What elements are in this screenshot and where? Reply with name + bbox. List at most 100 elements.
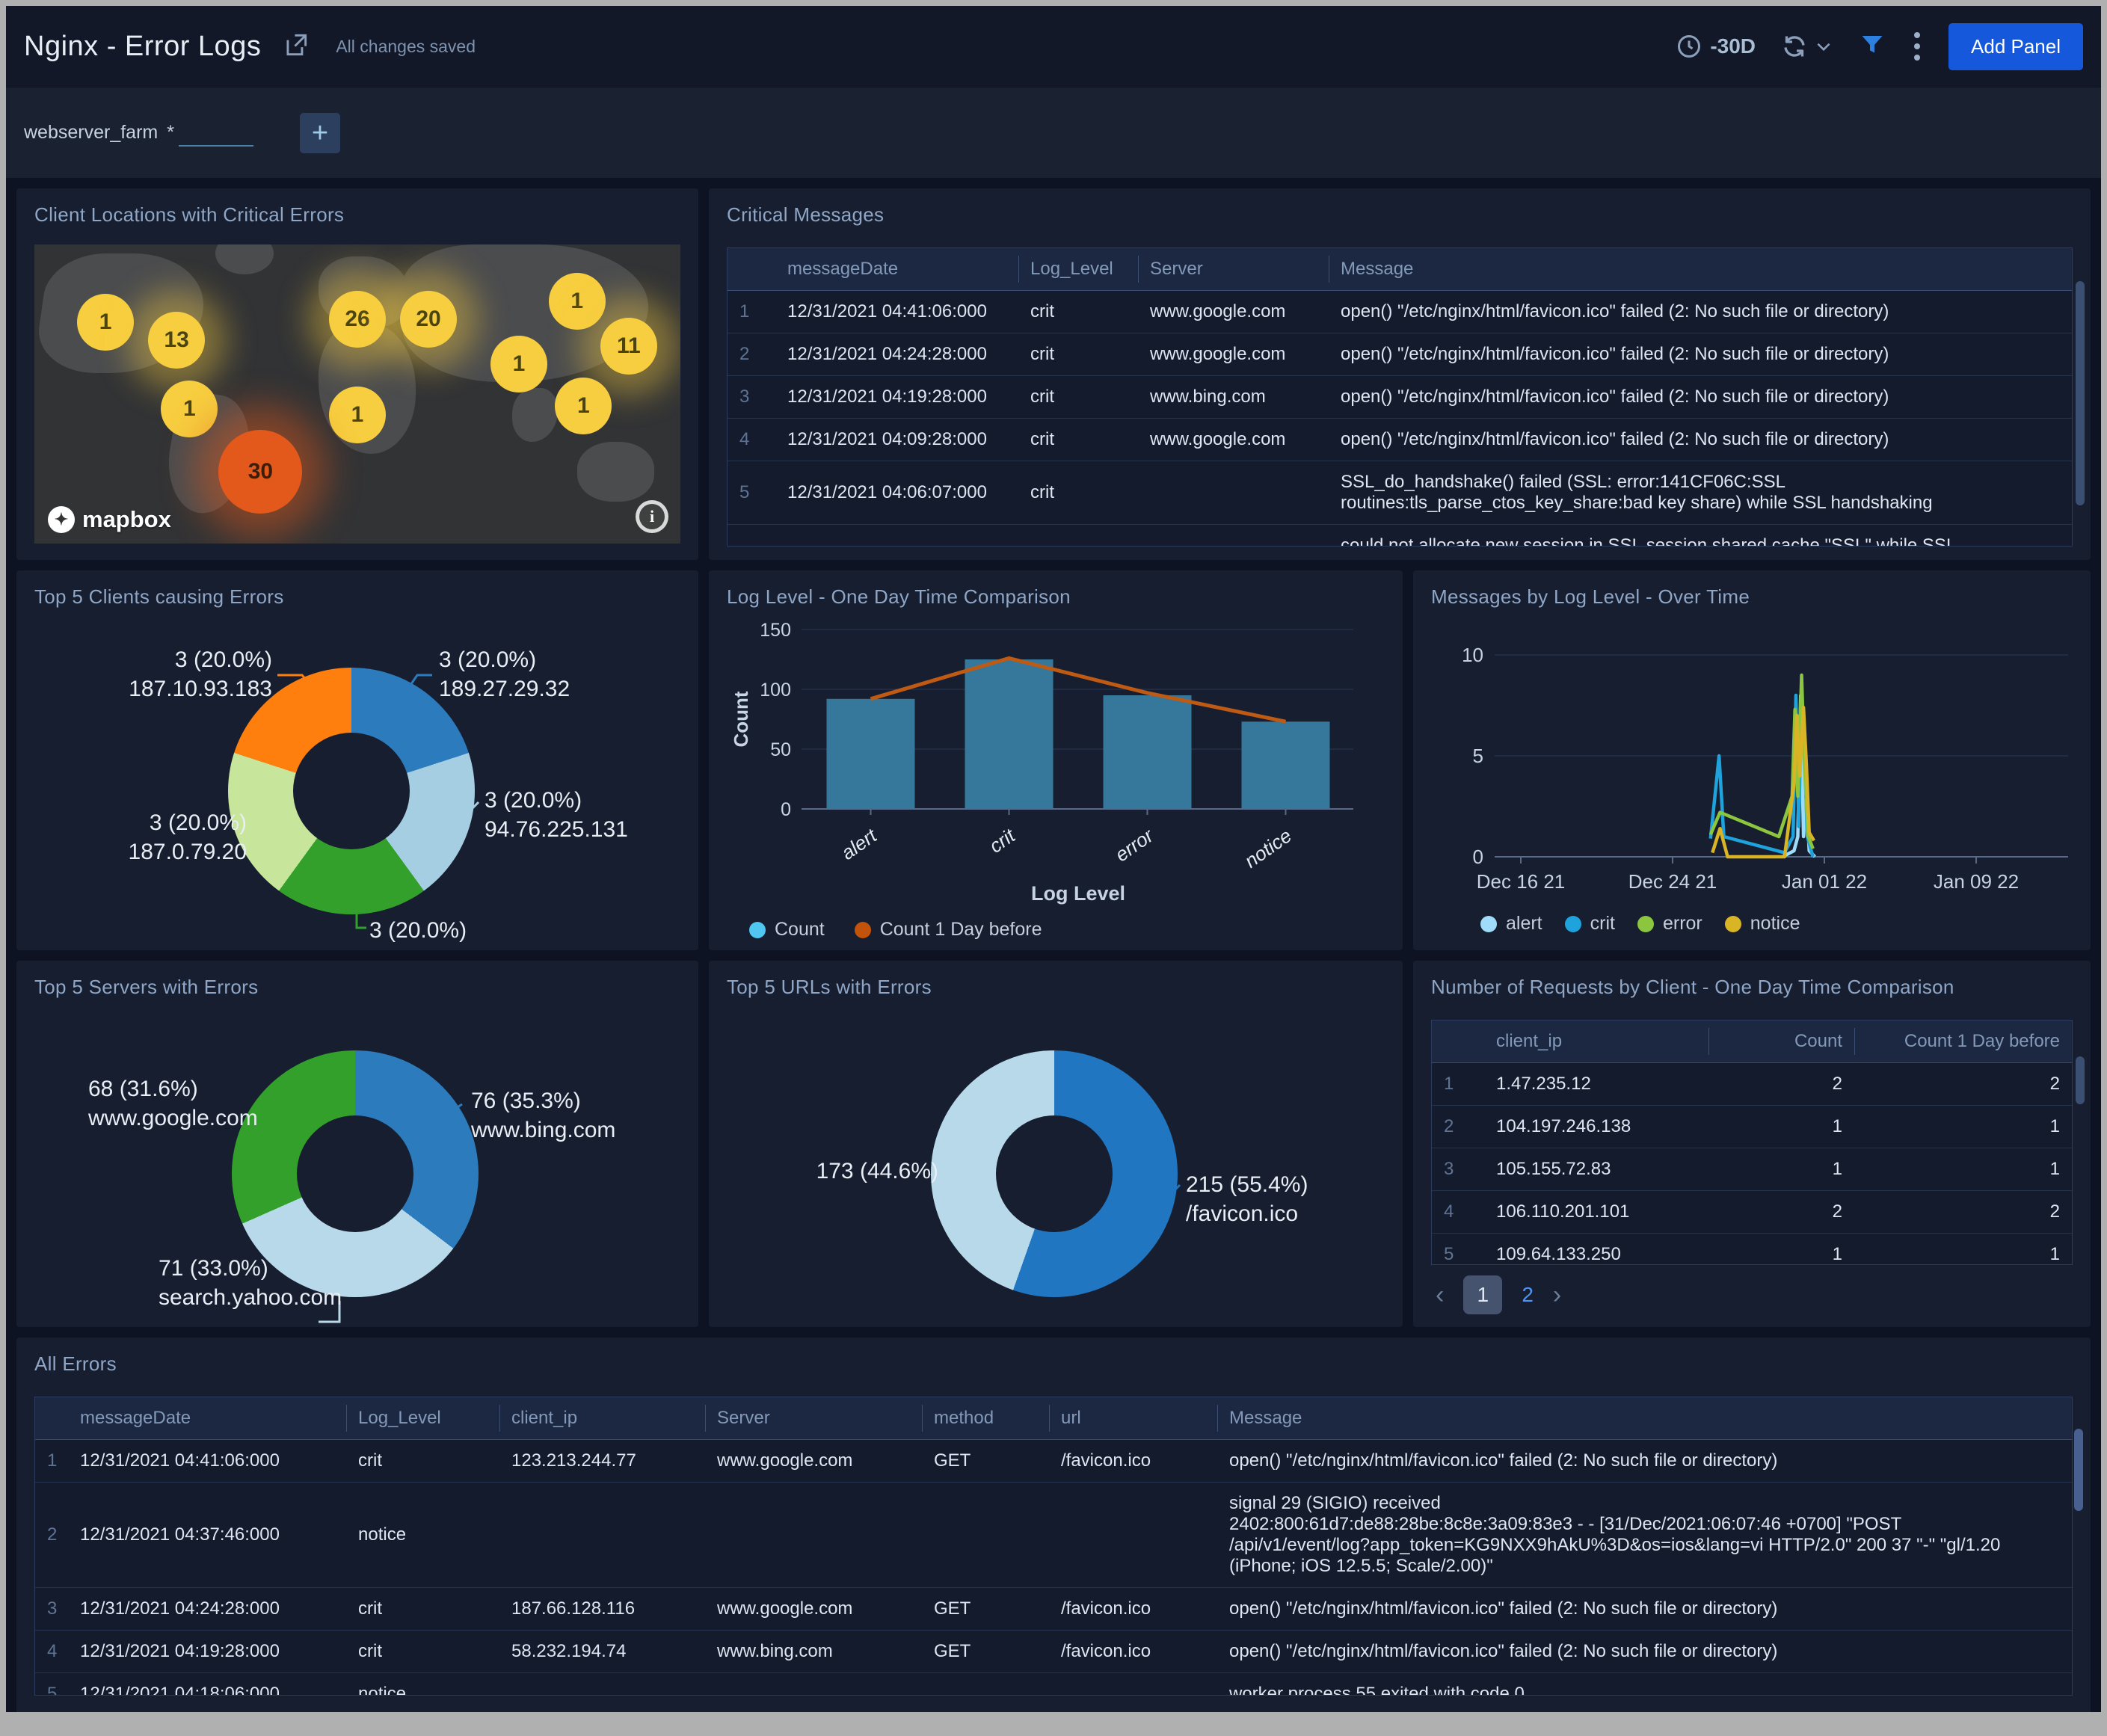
more-options-button[interactable] <box>1911 29 1923 64</box>
filter-toggle[interactable] <box>1859 31 1886 62</box>
table-cell: worker process 55 exited with code 0 <box>1229 1684 1525 1696</box>
table-row[interactable]: 5 12/31/2021 04:18:06:000 notice worker pro… <box>35 1673 2072 1696</box>
page-1-button[interactable]: 1 <box>1463 1275 1503 1314</box>
page-title: Nginx - Error Logs <box>24 30 262 62</box>
map-cluster-marker[interactable]: 1 <box>555 378 612 434</box>
column-header[interactable]: Log_Level <box>346 1397 499 1439</box>
filter-value-input[interactable] <box>178 119 253 147</box>
table-row[interactable]: 5 109.64.133.250 1 1 <box>1432 1234 2072 1264</box>
table-cell: 12/31/2021 03:56:08:000 <box>775 535 1018 546</box>
row-index: 4 <box>47 1641 58 1661</box>
table-row[interactable]: 3 105.155.72.83 1 1 <box>1432 1148 2072 1191</box>
time-range-selector[interactable]: -30D <box>1676 33 1756 60</box>
mapbox-logo[interactable]: ✦ mapbox <box>48 506 171 533</box>
legend-item[interactable]: Count <box>749 919 825 941</box>
column-header[interactable]: Count <box>1708 1021 1854 1062</box>
column-header[interactable]: Server <box>1138 248 1329 290</box>
svg-text:Dec 16 21: Dec 16 21 <box>1477 870 1566 893</box>
table-row[interactable]: 4 12/31/2021 04:09:28:000 crit www.google.c… <box>728 419 2072 461</box>
table-cell: 12/31/2021 04:41:06:000 <box>787 301 987 321</box>
table-row[interactable]: 1 12/31/2021 04:41:06:000 crit 123.213.244.… <box>35 1440 2072 1483</box>
map-cluster-marker[interactable]: 26 <box>329 291 386 348</box>
clock-icon <box>1678 35 1701 58</box>
top-clients-donut-chart[interactable] <box>228 668 475 914</box>
column-header[interactable]: url <box>1049 1397 1217 1439</box>
table-row[interactable]: 5 12/31/2021 04:06:07:000 crit SSL_do_hands… <box>728 461 2072 525</box>
panel-title: Top 5 Clients causing Errors <box>34 585 284 608</box>
table-cell: 12/31/2021 04:06:07:000 <box>787 482 987 502</box>
row-index: 4 <box>739 429 750 449</box>
column-header[interactable]: messageDate <box>787 259 899 279</box>
panel-critical-messages: Critical Messages messageDate Log_Level Se… <box>709 188 2091 560</box>
page-2-button[interactable]: 2 <box>1522 1283 1534 1306</box>
map-cluster-marker[interactable]: 11 <box>600 318 657 375</box>
table-row[interactable]: 3 12/31/2021 04:24:28:000 crit 187.66.128.1… <box>35 1588 2072 1631</box>
svg-text:error: error <box>1111 824 1158 867</box>
map-cluster-marker[interactable]: 1 <box>329 387 386 443</box>
next-page-button[interactable]: › <box>1552 1280 1562 1309</box>
bar-chart[interactable]: 0 50 100 150 Count alert crit error notice Log Le… <box>727 620 1370 908</box>
legend-item[interactable]: error <box>1637 913 1702 935</box>
map-cluster-marker[interactable]: 20 <box>400 291 458 348</box>
table-cell: crit <box>358 1598 382 1619</box>
table-cell: www.google.com <box>717 1598 853 1619</box>
table-cell: 12/31/2021 04:24:28:000 <box>80 1598 280 1619</box>
map-land-shape <box>215 244 274 274</box>
table-cell: open() "/etc/nginx/html/favicon.ico" fai… <box>1341 344 1889 364</box>
panel-requests-by-client: Number of Requests by Client - One Day T… <box>1413 961 2091 1327</box>
map-cluster-marker[interactable]: 1 <box>548 273 606 330</box>
column-header[interactable]: Log_Level <box>1018 248 1138 290</box>
map-cluster-marker[interactable]: 1 <box>161 381 218 437</box>
add-filter-button[interactable]: + <box>299 112 340 153</box>
table-scrollbar[interactable] <box>2074 1429 2083 1511</box>
table-cell: 1 <box>2049 1244 2060 1264</box>
share-icon[interactable] <box>282 31 310 63</box>
table-row[interactable]: 1 12/31/2021 04:41:06:000 crit www.google.c… <box>728 291 2072 333</box>
top-urls-donut-chart[interactable] <box>931 1050 1178 1297</box>
time-series-chart[interactable]: 0 5 10 Dec 16 21 Dec 24 21 Jan 01 22 Jan 09 22 <box>1431 638 2089 902</box>
column-header[interactable]: client_ip <box>1496 1031 1563 1051</box>
table-row[interactable]: 2 12/31/2021 04:37:46:000 notice signal 29 … <box>35 1483 2072 1588</box>
add-panel-button[interactable]: Add Panel <box>1948 22 2083 70</box>
time-range-value: -30D <box>1710 34 1756 58</box>
table-cell: /favicon.ico <box>1061 1641 1151 1661</box>
column-header[interactable]: messageDate <box>80 1408 191 1428</box>
map-cluster-marker[interactable]: 13 <box>148 312 206 369</box>
prev-page-button[interactable]: ‹ <box>1436 1280 1445 1309</box>
column-header[interactable]: method <box>922 1397 1049 1439</box>
table-row[interactable]: 2 104.197.246.138 1 1 <box>1432 1106 2072 1148</box>
chevron-down-icon <box>1817 43 1830 52</box>
table-header: messageDate Log_Level Server Message <box>728 248 2072 291</box>
legend-item[interactable]: alert <box>1480 913 1542 935</box>
column-header[interactable]: client_ip <box>499 1397 705 1439</box>
map-attribution-info-button[interactable]: i <box>636 500 668 533</box>
map-cluster-marker[interactable]: 1 <box>77 294 135 351</box>
table-row[interactable]: 1 1.47.235.12 2 2 <box>1432 1063 2072 1106</box>
column-header[interactable]: Server <box>705 1397 922 1439</box>
refresh-control[interactable] <box>1781 33 1833 60</box>
table-row[interactable]: 612/31/2021 03:56:08:000alert could not a… <box>728 525 2072 546</box>
legend-item[interactable]: Count 1 Day before <box>854 919 1042 941</box>
top-servers-donut-chart[interactable] <box>232 1050 479 1297</box>
legend-dot <box>854 921 871 938</box>
table-cell: 104.197.246.138 <box>1496 1116 1631 1136</box>
table-cell: open() "/etc/nginx/html/favicon.ico" fai… <box>1229 1598 1778 1619</box>
header-controls: -30D Add Panel <box>1676 22 2083 70</box>
column-header[interactable]: Message <box>1217 1397 2072 1439</box>
map-cluster-marker[interactable]: 30 <box>218 430 303 514</box>
world-map[interactable]: 1 13 26 20 1 11 1 1 1 1 30 ✦ mapbox i <box>34 244 680 544</box>
table-row[interactable]: 4 106.110.201.101 2 2 <box>1432 1191 2072 1234</box>
legend-item[interactable]: notice <box>1724 913 1800 935</box>
column-header[interactable]: Message <box>1329 248 2072 290</box>
table-row[interactable]: 2 12/31/2021 04:24:28:000 crit www.google.c… <box>728 333 2072 376</box>
table-row[interactable]: 3 12/31/2021 04:19:28:000 crit www.bing.com… <box>728 376 2072 419</box>
legend-item[interactable]: crit <box>1564 913 1615 935</box>
map-cluster-marker[interactable]: 1 <box>490 336 547 393</box>
column-header[interactable]: Count 1 Day before <box>1854 1021 2072 1062</box>
table-scrollbar[interactable] <box>2076 1056 2085 1104</box>
svg-text:alert: alert <box>837 823 882 864</box>
table-row[interactable]: 4 12/31/2021 04:19:28:000 crit 58.232.194.7… <box>35 1631 2072 1673</box>
table-scrollbar[interactable] <box>2076 281 2085 505</box>
